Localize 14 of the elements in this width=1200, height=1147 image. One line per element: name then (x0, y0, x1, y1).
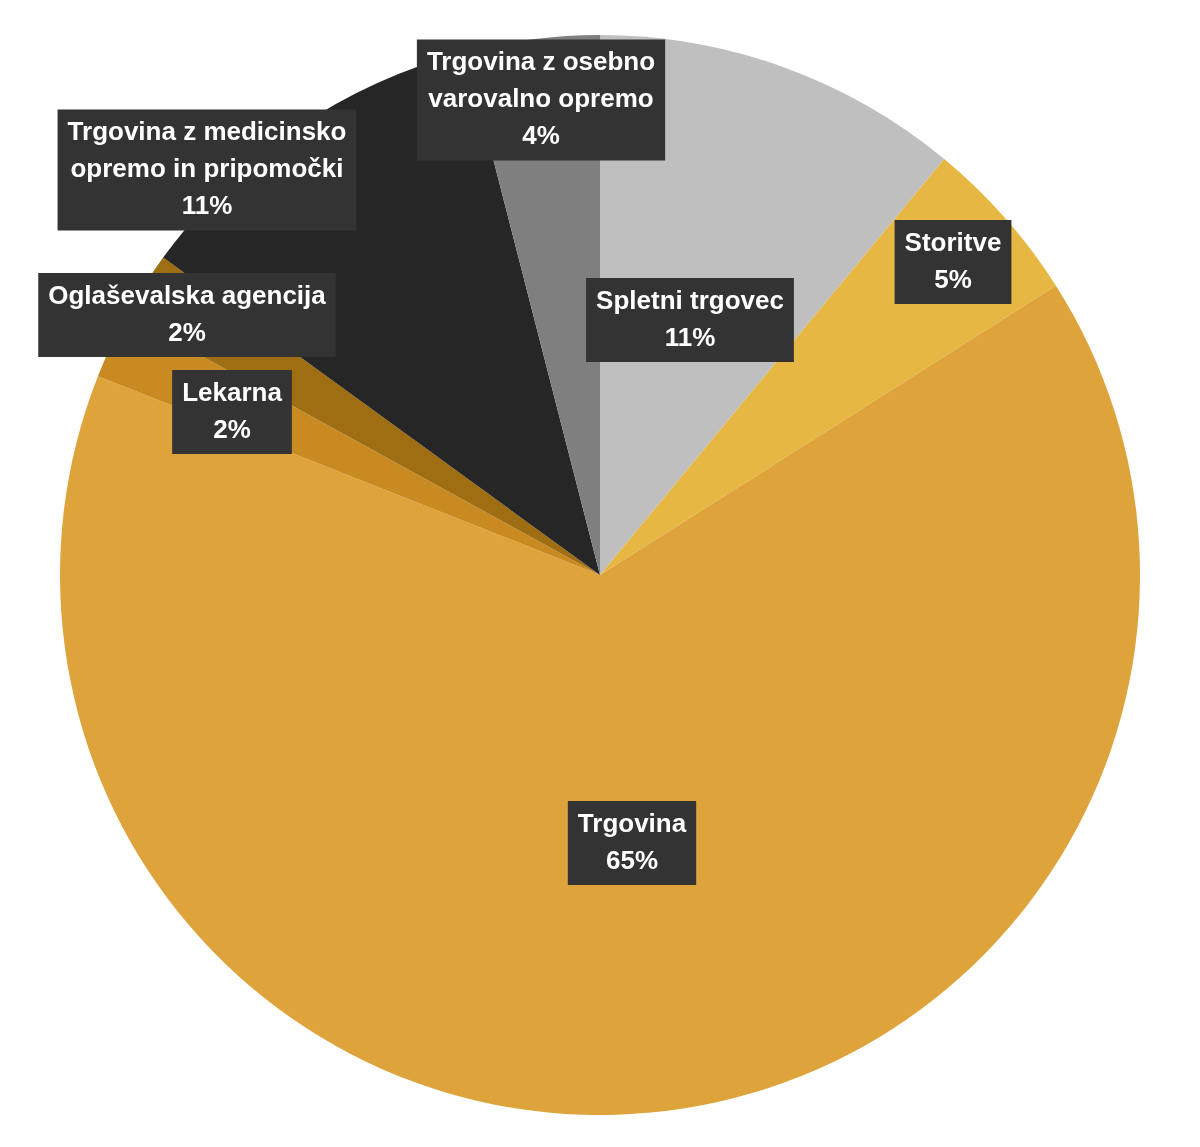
slice-label: Oglaševalska agencija (48, 279, 327, 310)
slice-label: Trgovina (577, 807, 687, 838)
data-label: 2% (168, 316, 206, 347)
slice-label: Trgovina z medicinsko opremo in pripomočki (67, 116, 347, 184)
slice-label: Spletni trgovec (596, 284, 784, 315)
data-label: 4% (522, 120, 560, 151)
slice-label: Storitve (904, 226, 1002, 257)
data-label: 11% (664, 321, 716, 352)
data-label: 5% (934, 263, 972, 294)
slice-label: Trgovina z osebno varovalno opremo (426, 46, 656, 114)
slice-label: Lekarna (182, 376, 283, 407)
data-label: 65% (605, 844, 659, 875)
data-label: 2% (213, 413, 251, 444)
data-label: 11% (181, 190, 233, 221)
